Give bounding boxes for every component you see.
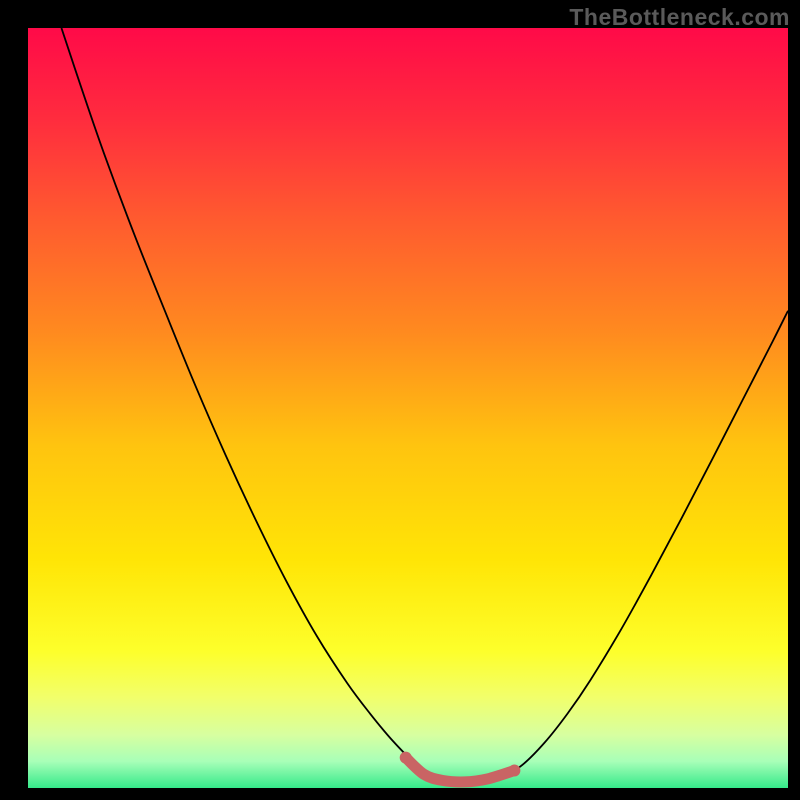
gradient-chart-svg <box>28 28 788 788</box>
chart-container: TheBottleneck.com <box>0 0 800 800</box>
plot-area <box>28 28 788 788</box>
band-end-dot <box>508 765 520 777</box>
band-start-dot <box>400 752 412 764</box>
gradient-background <box>28 28 788 788</box>
watermark-text: TheBottleneck.com <box>569 4 790 31</box>
